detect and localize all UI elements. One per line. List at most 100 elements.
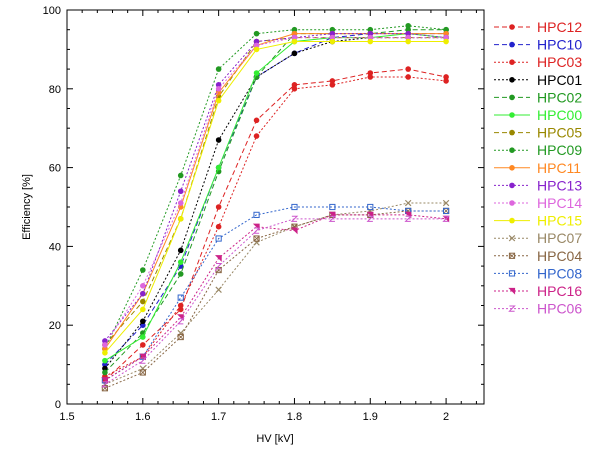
series-hpc16 [101, 211, 450, 385]
hpc14-point [177, 200, 184, 206]
legend-label: HPC00 [537, 107, 582, 123]
hpc09-point [367, 26, 374, 33]
hpc07-point [404, 199, 412, 207]
hpc09-point [509, 147, 515, 153]
hpc03-point [405, 74, 411, 80]
legend-label: HPC16 [537, 283, 582, 299]
hpc12-point [367, 70, 374, 76]
hpc14-point [509, 200, 515, 206]
hpc16-point [290, 227, 298, 235]
hpc15-point [291, 38, 298, 45]
hpc08-point [291, 203, 298, 211]
hpc03-point [177, 302, 184, 309]
legend-label: HPC10 [537, 37, 582, 53]
legend-label: HPC14 [537, 195, 582, 211]
series-hpc15 [102, 38, 449, 356]
hpc09-point [215, 66, 222, 72]
hpc16-point [139, 353, 146, 361]
hpc12-point [215, 204, 222, 210]
plot-frame [66, 9, 485, 405]
hpc03-point [509, 59, 515, 65]
hpc09-line [104, 25, 447, 350]
legend-item-hpc01: HPC01 [494, 72, 582, 88]
legend-label: HPC04 [537, 248, 582, 264]
hpc09-point [253, 30, 260, 37]
legend-item-hpc05: HPC05 [494, 125, 582, 141]
hpc04-point [253, 235, 260, 242]
legend-label: HPC06 [537, 301, 582, 317]
hpc13-point [140, 290, 146, 297]
hpc15-point [215, 97, 222, 104]
hpc13-point [367, 30, 374, 37]
legend-item-hpc16: HPC16 [494, 283, 582, 299]
hpc13-point [405, 30, 411, 37]
hpc02-point [509, 94, 515, 101]
legend-label: HPC08 [537, 265, 582, 281]
hpc08-point [329, 203, 336, 211]
hpc12-point [329, 78, 336, 84]
hpc11-point [291, 30, 298, 37]
hpc09-point [329, 26, 336, 33]
hpc06-point [101, 381, 109, 388]
marker-cross [177, 334, 184, 340]
hpc10-point [509, 41, 515, 48]
hpc08-point [442, 207, 450, 215]
x-tick-label: 2 [443, 411, 449, 423]
hpc15-point [329, 38, 336, 45]
hpc16-point [214, 255, 222, 262]
legend-label: HPC02 [537, 89, 582, 105]
hpc10-point [102, 361, 108, 368]
hpc14-point [253, 42, 260, 49]
hpc03-point [329, 82, 336, 88]
hpc14-line [104, 37, 447, 346]
x-axis-label: HV [kV] [256, 433, 293, 445]
hpc07-point [508, 234, 516, 242]
legend-item-hpc12: HPC12 [494, 19, 582, 35]
hpc11-point [102, 346, 108, 352]
hpc01-point [140, 318, 146, 325]
hpc13-point [177, 188, 184, 195]
hpc06-point [139, 357, 147, 364]
marker-box [508, 252, 516, 259]
hpc02-point [405, 26, 411, 33]
hpc13-point [329, 30, 336, 37]
hpc00-line [104, 33, 447, 362]
hpc01-point [177, 247, 184, 254]
y-tick-label: 0 [55, 399, 61, 411]
hpc03-point [215, 223, 222, 230]
hpc08-point [253, 211, 260, 218]
hpc09-point [405, 22, 411, 29]
hpc13-point [509, 182, 515, 189]
hpc14-point [367, 34, 374, 41]
legend-item-hpc10: HPC10 [494, 37, 582, 53]
legend-label: HPC01 [537, 72, 582, 88]
hpc08-line [104, 206, 447, 381]
hpc12-point [443, 74, 449, 80]
hpc15-point [253, 46, 260, 53]
hpc09-point [291, 26, 298, 33]
marker-box [177, 333, 184, 341]
hpc15-point [443, 38, 449, 45]
hpc00-point [102, 357, 108, 364]
hpc14-point [215, 86, 222, 92]
legend-item-hpc11: HPC11 [494, 160, 581, 176]
marker-box [139, 369, 146, 376]
legend-label: HPC15 [537, 213, 582, 229]
hpc06-point [404, 215, 412, 222]
hpc06-point [290, 215, 299, 222]
hpc03-point [367, 74, 374, 80]
y-tick-label: 100 [43, 5, 61, 17]
hpc15-point [177, 216, 184, 222]
hpc03-point [443, 78, 449, 84]
series-hpc06 [101, 215, 450, 388]
hpc12-point [509, 24, 515, 30]
legend-item-hpc03: HPC03 [494, 54, 582, 70]
legend-item-hpc15: HPC15 [494, 213, 582, 229]
hpc09-point [177, 172, 184, 179]
hpc15-point [102, 349, 108, 356]
hpc14-point [329, 34, 336, 41]
hpc12-point [253, 117, 260, 124]
x-tick-label: 1.6 [135, 411, 150, 423]
